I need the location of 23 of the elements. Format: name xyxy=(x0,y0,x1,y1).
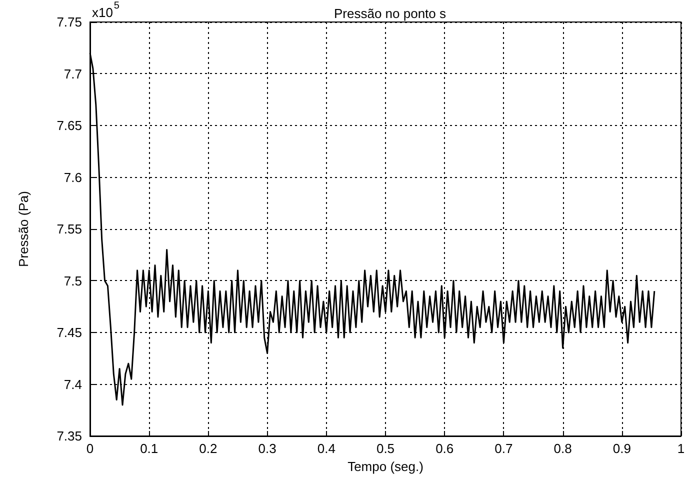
x-tick-label: 0.5 xyxy=(376,441,395,456)
y-tick-label: 7.7 xyxy=(64,66,82,82)
y-tick-label: 7.5 xyxy=(64,273,82,288)
y-tick-label: 7.65 xyxy=(56,118,82,133)
x-tick-label: 0 xyxy=(86,441,94,456)
x-tick-label: 0.7 xyxy=(494,441,513,456)
x-tick-label: 0.4 xyxy=(317,441,336,456)
y-tick-label: 7.75 xyxy=(56,14,82,30)
y-tick-label: 7.45 xyxy=(56,325,82,340)
x-tick-label: 0.2 xyxy=(199,441,218,456)
x-tick-label: 0.3 xyxy=(258,441,276,456)
x-axis-title: Tempo (seg.) xyxy=(348,458,424,474)
chart-title: Pressão no ponto s xyxy=(334,6,446,21)
y-tick-label: 7.4 xyxy=(64,376,82,392)
y-tick-label: 7.35 xyxy=(56,428,82,444)
x-tick-label: 0.8 xyxy=(554,441,572,456)
x-tick-label: 1 xyxy=(677,441,685,456)
x-tick-label: 0.1 xyxy=(140,441,158,456)
y-tick-label: 7.55 xyxy=(56,222,82,236)
y-tick-label: 7.6 xyxy=(64,170,82,185)
y-axis-title: Pressão (Pa) xyxy=(16,191,31,267)
x-tick-label: 0.9 xyxy=(612,441,631,456)
x-tick-label: 0.6 xyxy=(436,441,454,456)
